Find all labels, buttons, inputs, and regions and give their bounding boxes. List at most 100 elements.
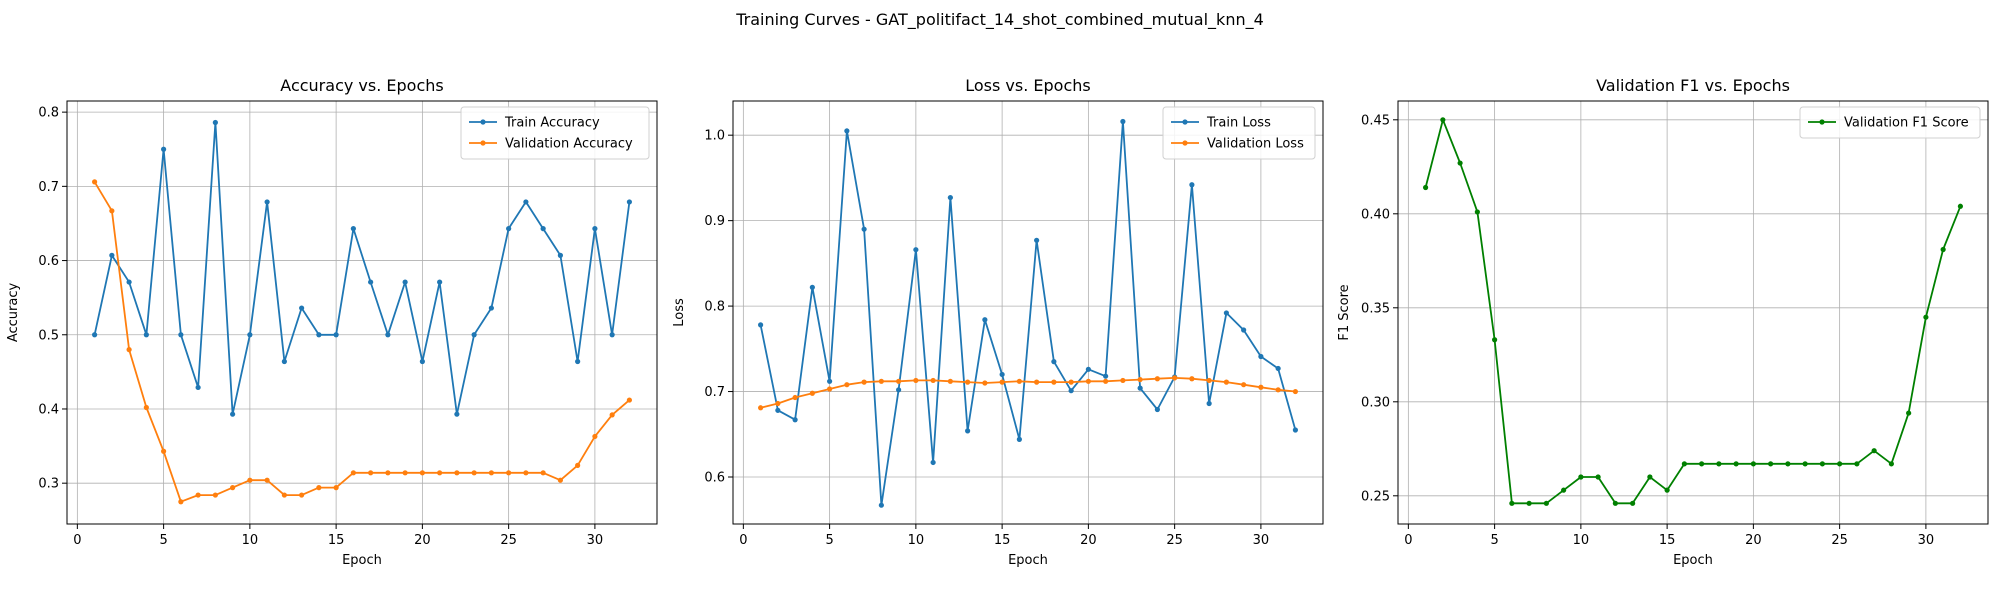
data-point — [1034, 237, 1040, 243]
data-point — [827, 378, 833, 384]
legend: Train Loss Validation Loss — [1162, 106, 1316, 160]
data-point — [1630, 500, 1636, 506]
x-tick-label: 0 — [739, 533, 747, 548]
x-tick-label: 15 — [328, 533, 345, 548]
data-point — [402, 279, 408, 285]
data-point — [1923, 314, 1929, 320]
data-point — [264, 199, 270, 205]
y-axis-label: F1 Score — [1337, 284, 1352, 340]
data-point — [419, 470, 425, 476]
data-point — [109, 208, 115, 214]
data-point — [1664, 487, 1670, 493]
y-tick-label: 0.5 — [38, 328, 59, 343]
data-point — [1750, 461, 1756, 467]
legend-box — [1799, 106, 1981, 139]
data-point — [1051, 359, 1057, 365]
data-point — [368, 279, 374, 285]
data-point — [1051, 379, 1057, 385]
data-point — [350, 226, 356, 232]
y-tick-label: 0.25 — [1361, 489, 1390, 504]
data-point — [1457, 160, 1463, 166]
data-point — [1189, 182, 1195, 188]
legend-label: Validation F1 Score — [1844, 116, 1969, 131]
series-line-1 — [1424, 118, 1962, 505]
x-tick-label: 30 — [1253, 533, 1270, 548]
data-point — [1681, 461, 1687, 467]
data-point — [1103, 378, 1109, 384]
data-point — [454, 470, 460, 476]
data-point — [575, 358, 581, 365]
data-point — [999, 379, 1005, 385]
data-point — [488, 305, 494, 311]
data-point — [878, 378, 884, 384]
legend-label: Validation Accuracy — [505, 137, 633, 152]
y-tick-label: 0.30 — [1361, 395, 1390, 410]
data-point — [506, 470, 512, 476]
axes-frame — [732, 100, 1324, 525]
chart-panel-2: 0 5 10 15 20 25 30 0.6 0.7 0.8 0.9 1.0 Loss vs. Epoc… — [672, 76, 1324, 568]
data-point — [1423, 184, 1429, 191]
x-tick-label: 30 — [587, 533, 604, 548]
data-point — [844, 382, 850, 388]
axes-frame — [66, 100, 658, 525]
data-point — [1068, 379, 1074, 385]
x-tick-label: 20 — [414, 533, 431, 548]
data-point — [1085, 378, 1091, 384]
data-point — [758, 405, 764, 411]
data-point — [1888, 461, 1894, 467]
data-point — [609, 332, 615, 338]
y-tick-label: 1.0 — [704, 129, 725, 144]
data-point — [947, 378, 953, 384]
data-point — [930, 459, 936, 466]
data-point — [1543, 500, 1549, 506]
data-point — [281, 358, 287, 365]
y-tick-label: 0.40 — [1361, 207, 1390, 222]
legend-label: Train Loss — [1206, 116, 1271, 131]
y-tick-label: 0.7 — [38, 180, 59, 195]
data-point — [126, 279, 132, 285]
data-point — [592, 433, 598, 440]
data-point — [540, 470, 546, 476]
data-point — [299, 492, 305, 498]
data-point — [557, 252, 563, 258]
y-axis-label: Loss — [672, 298, 687, 327]
data-point — [557, 477, 563, 483]
y-axis-label: Accuracy — [6, 283, 21, 343]
x-tick-label: 20 — [1080, 533, 1097, 548]
series-line-1 — [93, 121, 631, 416]
data-point — [1154, 376, 1160, 382]
data-point — [126, 347, 132, 353]
data-point — [212, 492, 218, 498]
data-point — [775, 400, 781, 407]
data-point — [592, 226, 598, 232]
data-point — [264, 477, 270, 483]
data-point — [143, 332, 149, 338]
x-tick-label: 0 — [73, 533, 81, 548]
data-point — [1034, 379, 1040, 385]
data-point — [896, 387, 902, 393]
y-tick-label: 0.35 — [1361, 301, 1390, 316]
data-point — [1509, 500, 1515, 506]
data-point — [161, 146, 167, 152]
data-point — [195, 492, 201, 498]
data-point — [1802, 461, 1808, 467]
data-point — [1871, 448, 1877, 454]
data-point — [212, 119, 218, 126]
y-tick-label: 0.7 — [704, 385, 725, 400]
data-point — [626, 397, 632, 403]
legend-box — [1162, 106, 1316, 160]
data-point — [178, 332, 184, 338]
legend-label: Train Accuracy — [504, 116, 600, 131]
data-point — [1292, 427, 1298, 433]
data-point — [1223, 310, 1229, 316]
x-tick-label: 25 — [1831, 533, 1848, 548]
data-point — [1492, 337, 1498, 343]
data-point — [1474, 209, 1480, 215]
data-point — [92, 179, 98, 185]
data-point — [1957, 203, 1963, 209]
legend-label: Validation Loss — [1207, 137, 1304, 152]
legend-marker — [1182, 140, 1188, 146]
x-tick-label: 0 — [1404, 533, 1412, 548]
